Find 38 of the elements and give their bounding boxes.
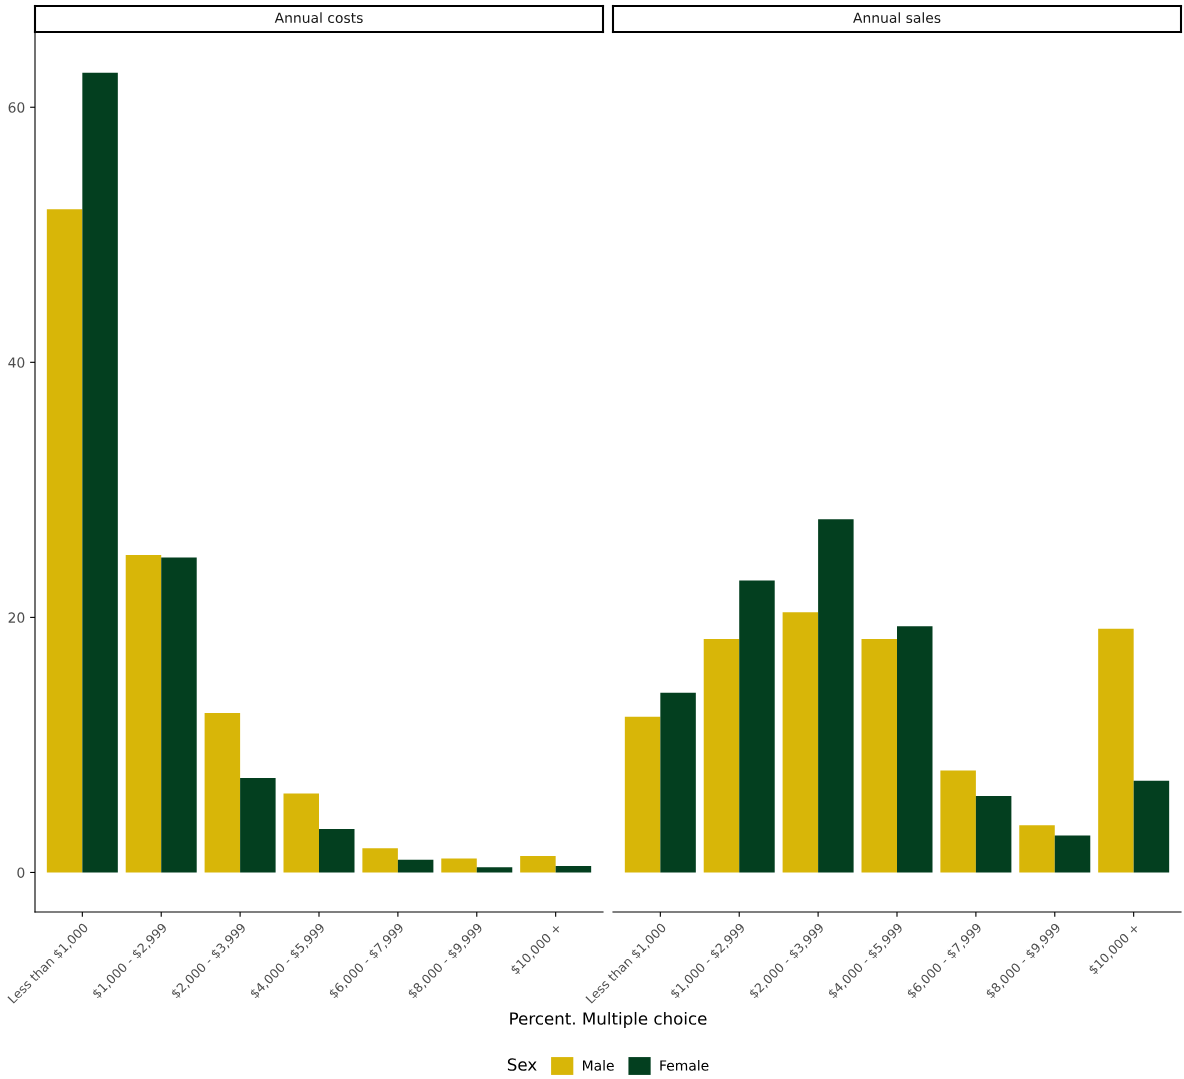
bar xyxy=(660,692,696,873)
bar xyxy=(204,713,241,873)
legend-title: Sex xyxy=(507,1058,537,1071)
bar xyxy=(940,770,976,873)
bar xyxy=(739,580,775,873)
legend-label: Male xyxy=(583,1060,614,1071)
bar xyxy=(1054,835,1091,873)
bar xyxy=(476,867,513,873)
bar xyxy=(897,626,933,873)
legend-label: Female xyxy=(660,1060,709,1071)
bar xyxy=(624,716,661,873)
bar xyxy=(319,829,355,873)
y-tick-label: 60 xyxy=(8,102,25,113)
bar xyxy=(397,859,434,873)
bar xyxy=(1019,825,1055,873)
bar xyxy=(975,795,1012,873)
bar xyxy=(703,639,740,873)
bar xyxy=(125,554,162,873)
bar xyxy=(782,612,819,873)
bar xyxy=(520,855,556,873)
y-tick-label: 0 xyxy=(17,867,25,878)
bar xyxy=(818,519,854,873)
bar xyxy=(240,778,276,873)
chart-title: Annual sales xyxy=(853,12,941,24)
bar xyxy=(82,72,118,873)
bar xyxy=(1133,780,1170,873)
y-tick-label: 20 xyxy=(8,612,25,623)
bar xyxy=(283,793,319,873)
x-axis-title: Percent. Multiple choice xyxy=(510,1011,707,1029)
y-tick-label: 40 xyxy=(8,357,25,368)
bar xyxy=(46,209,83,873)
bar xyxy=(861,639,897,873)
bar xyxy=(555,866,592,873)
bar xyxy=(1098,628,1134,873)
bar xyxy=(362,848,398,873)
bar xyxy=(161,557,197,873)
chart-title: Annual costs xyxy=(274,12,363,24)
bar xyxy=(441,858,477,873)
